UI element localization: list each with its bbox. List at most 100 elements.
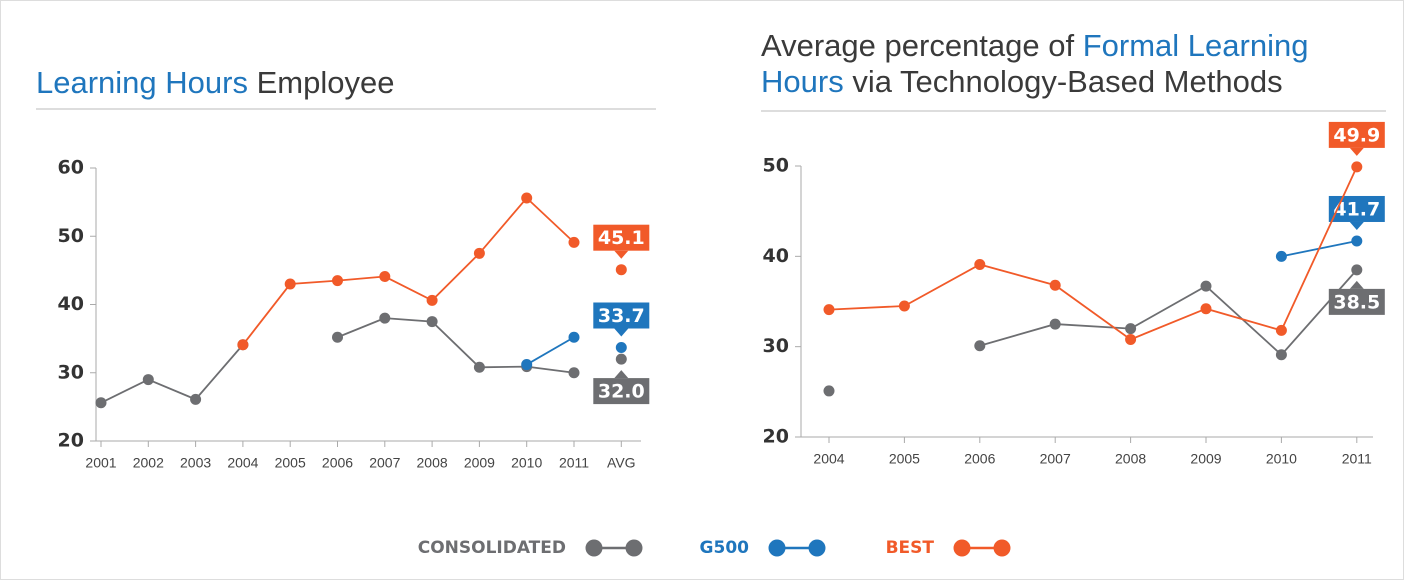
series-line (828, 166, 1358, 341)
x-tick-label: 2009 (1190, 451, 1221, 467)
point (332, 331, 343, 343)
x-tick-label: 2006 (964, 451, 995, 467)
title-part: via Technology-Based Methods (852, 64, 1283, 99)
value-label-pointer (614, 328, 629, 337)
x-tick-label: 2001 (85, 455, 116, 471)
value-label-pointer (1349, 147, 1364, 156)
x-tick-label: 2010 (511, 455, 542, 471)
value-label: 49.9 (1333, 124, 1380, 146)
value-label-box (1328, 121, 1385, 148)
x-tick-label: 2004 (813, 451, 844, 467)
point (190, 393, 202, 405)
value-label-pointer (614, 250, 629, 259)
legend-label: BEST (886, 538, 935, 558)
y-tick-label: 60 (58, 157, 84, 179)
x-tick-label: 2008 (417, 455, 448, 471)
point (1125, 333, 1137, 345)
y-tick-label: 50 (763, 155, 789, 177)
legend-label: CONSOLIDATED (418, 538, 566, 558)
y-tick-label: 30 (763, 335, 789, 357)
legend-swatch (625, 539, 643, 557)
point (284, 278, 296, 290)
value-label: 32.0 (598, 381, 645, 403)
point (1351, 264, 1363, 276)
y-tick-label: 20 (763, 426, 789, 448)
point (898, 300, 910, 312)
point (379, 271, 391, 283)
point (1275, 250, 1287, 262)
x-tick-label: 2004 (227, 455, 258, 471)
value-label: 33.7 (598, 305, 645, 327)
point (615, 341, 627, 353)
legend-swatch (585, 539, 603, 557)
y-tick-label: 40 (763, 245, 789, 267)
x-tick-label: 2003 (180, 455, 211, 471)
value-label-pointer (1349, 221, 1364, 230)
value-label: 41.7 (1333, 198, 1380, 220)
point (1200, 280, 1212, 292)
series-line (526, 336, 575, 366)
x-tick-label: 2005 (889, 451, 920, 467)
y-tick-label: 30 (58, 361, 84, 383)
value-label-pointer (614, 370, 629, 379)
point (379, 312, 391, 324)
point (426, 294, 438, 306)
title-part: Employee (256, 65, 395, 100)
x-tick-label: 2010 (1266, 451, 1297, 467)
x-tick-label: 2007 (369, 455, 400, 471)
point (568, 236, 580, 248)
value-label-pointer (1349, 280, 1364, 289)
point (142, 374, 154, 386)
point (1049, 279, 1061, 291)
x-tick-label: 2011 (1342, 451, 1372, 467)
point (332, 275, 343, 287)
point (521, 359, 533, 371)
x-tick-label: 2006 (322, 455, 353, 471)
point (1200, 303, 1212, 315)
point (1275, 324, 1287, 336)
chart-title: Learning Hours Employee (36, 65, 656, 101)
series-line (979, 269, 1358, 357)
point (615, 264, 627, 276)
title-part: Learning Hours (36, 65, 248, 100)
series-line (242, 196, 575, 346)
point (473, 247, 485, 259)
point (974, 258, 986, 270)
point (568, 367, 580, 379)
chart-title: Average percentage of Formal Learning Ho… (761, 28, 1321, 100)
x-tick-label: 2011 (559, 455, 589, 471)
point (1351, 161, 1363, 173)
x-tick-label: 2005 (275, 455, 306, 471)
x-tick-label: 2002 (133, 455, 164, 471)
value-label-box (593, 302, 650, 329)
legend-swatch (768, 539, 786, 557)
point (1049, 318, 1061, 330)
point (823, 385, 835, 397)
point (823, 304, 835, 316)
x-tick-label: 2008 (1115, 451, 1146, 467)
point (974, 340, 986, 352)
value-label-box (1328, 288, 1385, 315)
point (568, 331, 580, 343)
y-tick-label: 40 (58, 293, 84, 315)
point (615, 353, 627, 365)
legend-swatch (953, 539, 971, 557)
point (1125, 323, 1137, 335)
y-tick-label: 20 (58, 430, 84, 452)
point (95, 397, 107, 409)
value-label: 38.5 (1333, 291, 1380, 313)
point (426, 316, 438, 328)
x-tick-label: 2007 (1040, 451, 1071, 467)
legend-label: G500 (700, 538, 750, 558)
y-tick-label: 50 (58, 225, 84, 247)
series-line (100, 317, 575, 404)
legend-swatch (993, 539, 1011, 557)
point (1351, 235, 1363, 247)
value-label-box (593, 378, 650, 405)
legend-swatch (808, 539, 826, 557)
point (1275, 349, 1287, 361)
title-part: Average percentage of (761, 28, 1075, 63)
value-label-box (593, 224, 650, 251)
